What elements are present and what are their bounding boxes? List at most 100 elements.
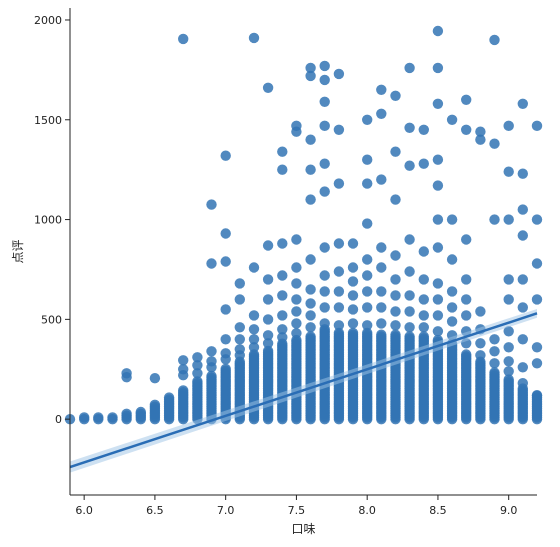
data-point (446, 254, 458, 265)
data-point (503, 366, 514, 377)
data-point (277, 290, 288, 301)
y-tick-label: 0 (55, 413, 62, 426)
data-point (432, 62, 444, 74)
data-point (178, 33, 189, 45)
data-point (362, 114, 373, 126)
data-point (432, 98, 444, 110)
data-point (461, 310, 472, 321)
data-point (404, 62, 415, 74)
data-point (404, 306, 415, 317)
data-point (531, 214, 543, 225)
data-point (319, 60, 330, 72)
data-point (461, 94, 472, 106)
data-point (446, 114, 458, 126)
data-point (121, 408, 132, 419)
data-point (234, 344, 245, 355)
data-point (206, 199, 217, 210)
data-point (390, 194, 401, 205)
data-point (305, 254, 316, 265)
data-point (432, 214, 444, 225)
data-point (475, 134, 486, 145)
data-point (319, 186, 330, 197)
data-point (305, 134, 316, 145)
y-tick-label: 500 (41, 313, 62, 326)
y-tick-label: 2000 (34, 14, 62, 27)
data-point (418, 322, 429, 333)
data-point (291, 294, 302, 305)
x-tick-label: 6.5 (146, 504, 164, 517)
data-point (121, 368, 132, 379)
data-point (404, 234, 415, 245)
x-tick-label: 7.5 (288, 504, 306, 517)
data-point (262, 314, 274, 325)
data-point (277, 324, 288, 335)
data-point (432, 180, 444, 191)
data-point (319, 270, 330, 281)
data-point (489, 367, 500, 378)
data-point (362, 218, 373, 229)
y-tick-label: 1500 (34, 114, 62, 127)
data-point (376, 242, 387, 253)
data-point (418, 310, 429, 321)
regression-layer (69, 308, 538, 473)
data-point (277, 164, 288, 175)
data-point (248, 342, 260, 353)
data-point (362, 327, 373, 339)
data-point (178, 385, 189, 396)
data-point (262, 294, 274, 305)
data-point (362, 270, 373, 281)
data-point (277, 310, 288, 321)
data-point (192, 368, 203, 379)
data-point (390, 274, 401, 285)
data-point (432, 242, 444, 253)
data-point (461, 124, 472, 135)
data-point (461, 294, 472, 305)
data-point (531, 258, 543, 269)
data-point (404, 266, 415, 277)
data-point (149, 373, 161, 384)
data-point (93, 412, 104, 423)
data-point (517, 204, 528, 215)
data-point (418, 274, 429, 285)
data-point (333, 302, 345, 313)
data-point (333, 68, 345, 80)
data-point (404, 290, 415, 301)
data-point (390, 90, 401, 102)
data-point (333, 178, 345, 189)
data-point (220, 348, 231, 359)
data-point (517, 302, 528, 313)
data-point (531, 390, 543, 401)
data-point (489, 138, 500, 149)
data-point (461, 234, 472, 245)
data-point (248, 32, 260, 44)
data-point (248, 262, 260, 273)
x-axis-label: 口味 (291, 522, 315, 536)
data-point (192, 360, 203, 371)
data-point (517, 274, 528, 285)
data-point (347, 290, 359, 301)
data-point (305, 194, 316, 205)
x-tick-label: 7.0 (217, 504, 235, 517)
data-point (333, 320, 345, 331)
data-point (220, 334, 231, 345)
data-point (291, 278, 302, 289)
data-point (291, 120, 302, 131)
data-point (135, 406, 146, 418)
data-point (277, 270, 288, 281)
data-point (347, 276, 359, 287)
data-point (319, 242, 330, 253)
data-point (390, 329, 401, 340)
data-point (503, 120, 514, 131)
data-point (531, 120, 543, 131)
data-point (192, 352, 203, 363)
data-point (277, 332, 288, 343)
data-point (178, 355, 189, 366)
data-point (489, 334, 500, 345)
data-point (517, 334, 528, 345)
data-point (234, 322, 245, 333)
data-point (390, 306, 401, 317)
data-point (333, 238, 345, 249)
data-point (446, 316, 458, 327)
data-point (291, 328, 302, 339)
